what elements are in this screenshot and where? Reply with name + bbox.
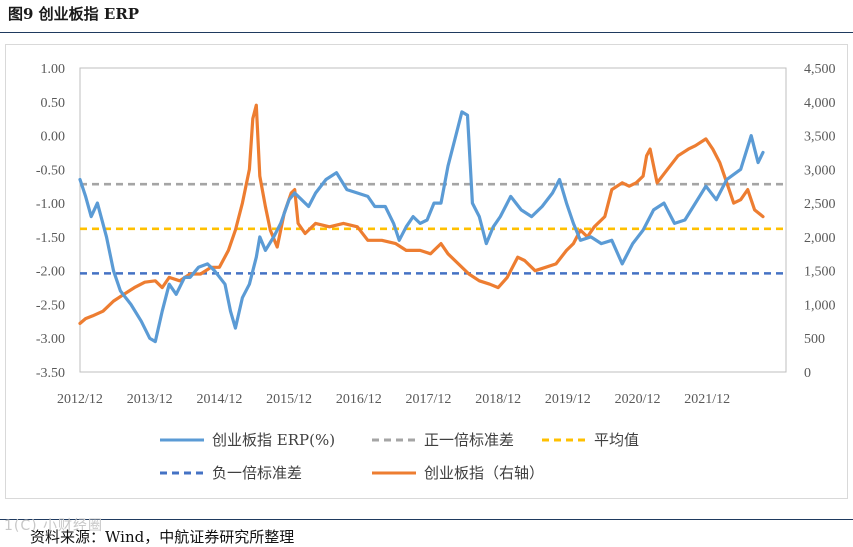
- y-left-tick-label: -3.00: [36, 332, 65, 347]
- y-right-tick-label: 3,500: [804, 130, 836, 145]
- x-tick-label: 2020/12: [615, 392, 661, 407]
- legend-label: 平均值: [594, 431, 639, 449]
- y-right-tick-label: 2,500: [804, 197, 836, 212]
- y-left-tick-label: 1.00: [41, 62, 66, 77]
- y-left-tick-label: -3.50: [36, 366, 65, 381]
- legend-label: 正一倍标准差: [424, 431, 514, 449]
- legend-label: 创业板指（右轴）: [424, 464, 544, 482]
- x-tick-label: 2015/12: [266, 392, 312, 407]
- x-tick-label: 2019/12: [545, 392, 591, 407]
- legend-label: 负一倍标准差: [212, 464, 302, 482]
- source-note: 资料来源：Wind，中航证券研究所整理: [30, 528, 295, 546]
- watermark: 1(C) 小财经圈: [4, 518, 104, 534]
- figure-title: 图9 创业板指 ERP: [8, 5, 140, 23]
- chart-panel: [5, 44, 848, 499]
- x-tick-label: 2017/12: [406, 392, 452, 407]
- y-right-tick-label: 2,000: [804, 231, 836, 246]
- y-left-tick-label: -1.50: [36, 231, 65, 246]
- top-rule: [0, 32, 853, 33]
- y-right-tick-label: 0: [804, 366, 811, 381]
- y-right-tick-label: 500: [804, 332, 825, 347]
- x-tick-label: 2018/12: [475, 392, 521, 407]
- y-left-tick-label: -1.00: [36, 197, 65, 212]
- y-left-tick-label: 0.00: [41, 130, 66, 145]
- y-left-tick-label: -0.50: [36, 163, 65, 178]
- y-right-tick-label: 1,000: [804, 298, 836, 313]
- y-right-tick-label: 4,000: [804, 96, 836, 111]
- plot-area: [79, 67, 787, 373]
- legend-label: 创业板指 ERP(%): [212, 431, 335, 449]
- x-tick-label: 2021/12: [684, 392, 730, 407]
- bottom-rule: [0, 519, 853, 520]
- y-right-tick-label: 1,500: [804, 265, 836, 280]
- x-tick-label: 2013/12: [127, 392, 173, 407]
- y-left-tick-label: 0.50: [41, 96, 66, 111]
- y-right-tick-label: 4,500: [804, 62, 836, 77]
- series-line-1: [78, 103, 765, 325]
- series-line-0: [78, 110, 765, 344]
- x-tick-label: 2012/12: [57, 392, 103, 407]
- y-left-tick-label: -2.50: [36, 298, 65, 313]
- x-tick-label: 2014/12: [196, 392, 242, 407]
- x-tick-label: 2016/12: [336, 392, 382, 407]
- y-right-tick-label: 3,000: [804, 163, 836, 178]
- y-left-tick-label: -2.00: [36, 265, 65, 280]
